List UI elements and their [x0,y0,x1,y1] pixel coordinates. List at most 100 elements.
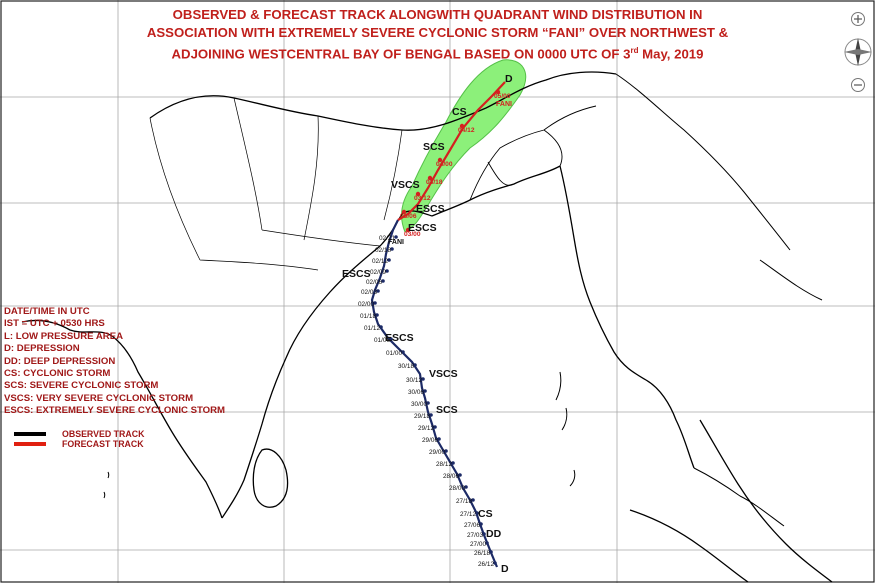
observed-time-label: 28/12 [436,461,452,468]
observed-time-label: 02/12 [372,258,388,265]
east-asia-land [615,73,823,527]
forecast-track-point [415,191,421,197]
forecast-time-label: 05/00 [494,93,511,100]
observed-time-label: 30/18 [398,363,414,370]
indian-northern-boundary [149,71,617,131]
intensity-label-d: D [501,563,509,575]
andaman-islands [555,371,568,431]
observed-track-point [429,413,433,417]
fc-intensity-escs-2: ESCS [416,203,445,215]
observed-track-point [489,550,493,554]
legend-line: ESCS: EXTREMELY SEVERE CYCLONIC STORM [4,405,226,417]
sumatra-island [629,509,749,583]
intensity-label-vscs: VSCS [429,368,458,380]
observed-track-point [390,247,394,251]
map-legend: DATE/TIME IN UTC IST = UTC + 0530 HRS L:… [4,306,225,418]
fc-intensity-escs-1: ESCS [408,222,437,234]
observed-time-label: 28/00 [449,485,465,492]
forecast-track-label: FORECAST TRACK [62,439,144,449]
legend-line: SCS: SEVERE CYCLONIC STORM [4,380,159,392]
intensity-label-escs-1: ESCS [385,332,414,344]
bangladesh-coast [431,165,561,217]
intensity-label-escs-2: ESCS [342,268,371,280]
title-line-3: ADJOINING WESTCENTRAL BAY OF BENGAL BASE… [171,46,704,62]
forecast-track-point [427,175,433,181]
observed-time-label: 29/18 [414,413,430,420]
observed-track-point [389,337,393,341]
intensity-label-dd: DD [486,528,502,540]
observed-track-markers [373,235,497,565]
observed-time-label: 29/06 [422,437,438,444]
observed-track-point [381,279,385,283]
observed-time-label: 02/21 [379,235,395,242]
observed-track-label: OBSERVED TRACK [62,429,145,439]
observed-time-label: 02/09 [370,269,386,276]
observed-time-label: 01/06 [374,337,390,344]
zoom-out-icon[interactable] [851,78,865,92]
observed-track-point [471,498,475,502]
observed-time-label: 02/03 [361,289,377,296]
observed-time-label: 27/03 [467,532,483,539]
malay-peninsula [699,419,833,583]
forecast-intensity-labels: ESCS ESCS VSCS SCS CS D [391,73,513,234]
indian-west-coast [21,319,223,519]
observed-time-label: 29/12 [418,425,434,432]
nicobar-islands [569,469,576,487]
observed-track-point [387,258,391,262]
observed-time-label: 27/00 [470,541,486,548]
legend-line: VSCS: VERY SEVERE CYCLONIC STORM [4,392,194,404]
observed-intensity-labels: D DD CS SCS VSCS ESCS ESCS [342,268,509,575]
observed-track-point [433,425,437,429]
fc-intensity-vscs: VSCS [391,179,420,191]
observed-time-label: 27/18 [456,498,472,505]
compass-rose-icon[interactable] [844,38,872,66]
observed-track-point [451,461,455,465]
observed-time-label: 01/18 [360,313,376,320]
observed-time-label: 30/06 [408,389,424,396]
legend-line: DATE/TIME IN UTC [4,306,90,317]
observed-time-label: 28/06 [443,473,459,480]
observed-track-point [421,377,425,381]
observed-time-label: 01/12 [364,325,380,332]
forecast-time-label: 04/12 [458,127,475,134]
observed-track-point [464,485,468,489]
observed-track-point [385,269,389,273]
observed-time-label: 01/00 [386,350,402,357]
title-line-1: OBSERVED & FORECAST TRACK ALONGWITH QUAD… [172,7,703,22]
legend-line: D: DEPRESSION [4,343,80,355]
observed-track-point [482,532,486,536]
observed-time-label: 26/18 [474,550,490,557]
forecast-time-label: 04/00 [436,161,453,168]
observed-track-point [423,389,427,393]
observed-time-label: 02/06 [366,279,382,286]
observed-track-point [426,401,430,405]
forecast-track-point [495,89,501,95]
observed-time-label: 30/00 [411,401,427,408]
legend-line: IST = UTC + 0530 HRS [4,318,105,330]
observed-track-point [401,350,405,354]
forecast-time-labels: 03/00 03/06 03/12 03/18 04/00 04/12 05/00 [400,93,511,238]
fc-intensity-cs: CS [452,106,467,118]
legend-line: CS: CYCLONIC STORM [4,368,111,380]
observed-time-label: 27/12 [460,511,476,518]
zoom-in-icon[interactable] [851,12,865,26]
observed-track-point [376,289,380,293]
legend-line: L: LOW PRESSURE AREA [4,330,124,342]
legend-line: DD: DEEP DEPRESSION [4,355,116,367]
storm-name-label-top: FANI [496,101,512,108]
observed-track-point [379,325,383,329]
observed-track-point [373,301,377,305]
storm-name-label: FANI [388,239,404,246]
forecast-time-label: 03/00 [404,231,421,238]
intensity-label-cs: CS [478,508,493,520]
observed-track-point [458,473,462,477]
lakshadweep [103,471,110,499]
sri-lanka [252,448,289,508]
fc-intensity-d: D [505,73,513,85]
observed-time-label: 30/12 [406,377,422,384]
observed-time-label: 02/18 [375,247,391,254]
state-boundaries [149,97,403,271]
